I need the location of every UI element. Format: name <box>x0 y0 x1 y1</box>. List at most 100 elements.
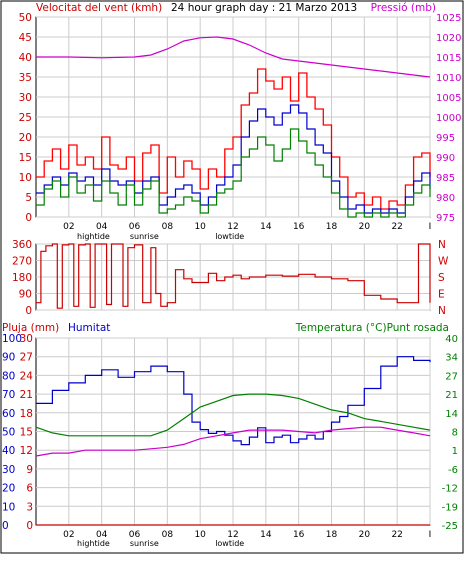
panel3-rain-tick-label: 15 <box>20 427 33 439</box>
panel3-rain-tick-label: 27 <box>20 352 33 364</box>
panel3-humidity-tick-label: 20 <box>2 483 15 495</box>
panel1-left-tick-label: 40 <box>19 52 32 64</box>
panel1-annotation-label: hightide <box>77 232 110 241</box>
pressure-axis-title: Pressió (mb) <box>371 2 436 14</box>
panel3-rain-tick-label: 9 <box>26 464 33 476</box>
panel3-series-line-dewpoint <box>35 426 431 457</box>
panel1-x-tick-label: 06 <box>129 222 141 232</box>
panel3-humidity-tick-label: 30 <box>2 464 15 476</box>
panel3-x-tick-label: 22 <box>391 530 402 540</box>
panel1-left-tick-label: 35 <box>19 72 32 84</box>
panel3-grid <box>35 337 431 526</box>
panel2-series-line-direction <box>36 243 431 309</box>
panel1-left-tick-label: 15 <box>19 152 32 164</box>
panel1-series-line-wind <box>36 128 431 218</box>
panel3-temp-tick-label: -19 <box>442 502 458 513</box>
panel3-rain-tick-label: 18 <box>20 408 33 420</box>
panel1-left-tick-label: 50 <box>19 12 32 24</box>
rain-axis-title: Pluja (mm) <box>2 322 59 334</box>
panel2-left-tick-label: 270 <box>12 256 32 268</box>
panel1-right-tick-label: 985 <box>436 173 455 184</box>
panel1-x-tick-label: 18 <box>326 222 338 232</box>
panel3-temp-tick-label: -12 <box>442 484 458 495</box>
panel3-temp-tick-label: 34 <box>445 353 458 364</box>
panel2-left-tick-label: 360 <box>12 239 32 251</box>
panel1-x-tick-label: 22 <box>391 222 402 232</box>
panel3-humidity-tick-label: 100 <box>2 333 22 345</box>
panel3-humidity-tick-label: 50 <box>2 427 15 439</box>
panel2-series <box>36 243 431 309</box>
panel1-left-tick-label: 0 <box>25 212 32 224</box>
panel1-x-tick-label: 10 <box>194 222 206 232</box>
panel3-x-tick-label: 20 <box>359 530 371 540</box>
panel3-x-tick-label: 04 <box>96 530 108 540</box>
panel3-temp-tick-label: 40 <box>445 334 458 345</box>
panel3-rain-tick-label: 21 <box>20 389 33 401</box>
panel3-rain-tick-label: 6 <box>26 483 33 495</box>
panel1-x-tick-label: 16 <box>293 222 305 232</box>
panel1-x-tick-label: 20 <box>359 222 371 232</box>
panel1-x-tick-label: 02 <box>63 222 74 232</box>
panel1-x-tick-label: 08 <box>162 222 174 232</box>
panel1-annotation-label: lowtide <box>215 232 244 241</box>
wind-axis-title: Velocitat del vent (kmh) <box>36 2 162 14</box>
panel1-right-tick-label: 975 <box>436 213 455 224</box>
panel1-left-tick-label: 30 <box>19 92 32 104</box>
panel3-temp-tick-label: 1 <box>452 446 458 457</box>
panel3-temp-tick-label: 21 <box>445 390 458 401</box>
panel3-x-tick-label: 10 <box>194 530 206 540</box>
panel3-humidity-tick-label: 0 <box>2 520 9 532</box>
panel2-left-tick-label: 90 <box>19 289 32 301</box>
panel3-temp-tick-label: -25 <box>442 521 458 532</box>
panel3-humidity-tick-label: 10 <box>2 501 15 513</box>
panel3-rain-tick-label: 24 <box>20 370 34 382</box>
panel3-series-line-humidity <box>36 356 431 446</box>
temperature-axis-title: Temperatura (°C)Punt rosada <box>295 322 449 334</box>
panel3-x-tick-label: 18 <box>326 530 338 540</box>
panel3-x-tick-label: 12 <box>227 530 238 540</box>
panel1-right-tick-label: 1025 <box>436 13 461 24</box>
panel3-x-tick-label: 06 <box>129 530 141 540</box>
panel3-humidity-tick-label: 40 <box>2 445 15 457</box>
panel1-x-tick-label: I <box>429 222 432 232</box>
panel3-annotation-label: lowtide <box>215 539 244 548</box>
panel3-series-line-temperature <box>35 393 431 437</box>
panel3-rain-tick-label: 30 <box>20 333 33 345</box>
panel1-left-tick-label: 10 <box>19 172 32 184</box>
panel1-right-tick-label: 1005 <box>436 93 461 104</box>
panel1-x-tick-label: 14 <box>260 222 272 232</box>
panel1-right-tick-label: 1010 <box>436 73 461 84</box>
panel3-rain-tick-label: 0 <box>26 520 33 532</box>
panel1-left-tick-label: 20 <box>19 132 32 144</box>
panel3-humidity-tick-label: 70 <box>2 389 15 401</box>
panel2-left-tick-label: 180 <box>12 272 32 284</box>
panel1-series <box>36 36 431 218</box>
panel1-left-tick-label: 25 <box>19 112 32 124</box>
humidity-axis-title: Humitat <box>68 322 110 334</box>
panel1-left-tick-label: 5 <box>25 192 32 204</box>
panel3-temp-tick-label: -6 <box>448 465 458 476</box>
panel1-right-tick-label: 995 <box>436 133 455 144</box>
panel1-left-tick-label: 45 <box>19 32 32 44</box>
panel2-compass-label: E <box>438 289 445 301</box>
panel1-x-tick-label: 04 <box>96 222 108 232</box>
panel2-left-tick-label: 0 <box>25 305 32 317</box>
panel1-right-tick-label: 990 <box>436 153 455 164</box>
panel3-humidity-tick-label: 60 <box>2 408 15 420</box>
panel3-humidity-tick-label: 80 <box>2 370 15 382</box>
panel3-rain-tick-label: 12 <box>20 445 33 457</box>
panel3-annotation-label: hightide <box>77 539 110 548</box>
panel3-x-tick-label: 16 <box>293 530 305 540</box>
panel3-x-tick-label: 02 <box>63 530 74 540</box>
panel3-x-tick-label: 08 <box>162 530 174 540</box>
panel2-compass-label: N <box>438 239 446 251</box>
panel1-series-line-pressure <box>36 36 431 78</box>
panel3-humidity-tick-label: 90 <box>2 352 15 364</box>
panel1-x-tick-label: 12 <box>227 222 238 232</box>
panel3-x-tick-label: 14 <box>260 530 272 540</box>
